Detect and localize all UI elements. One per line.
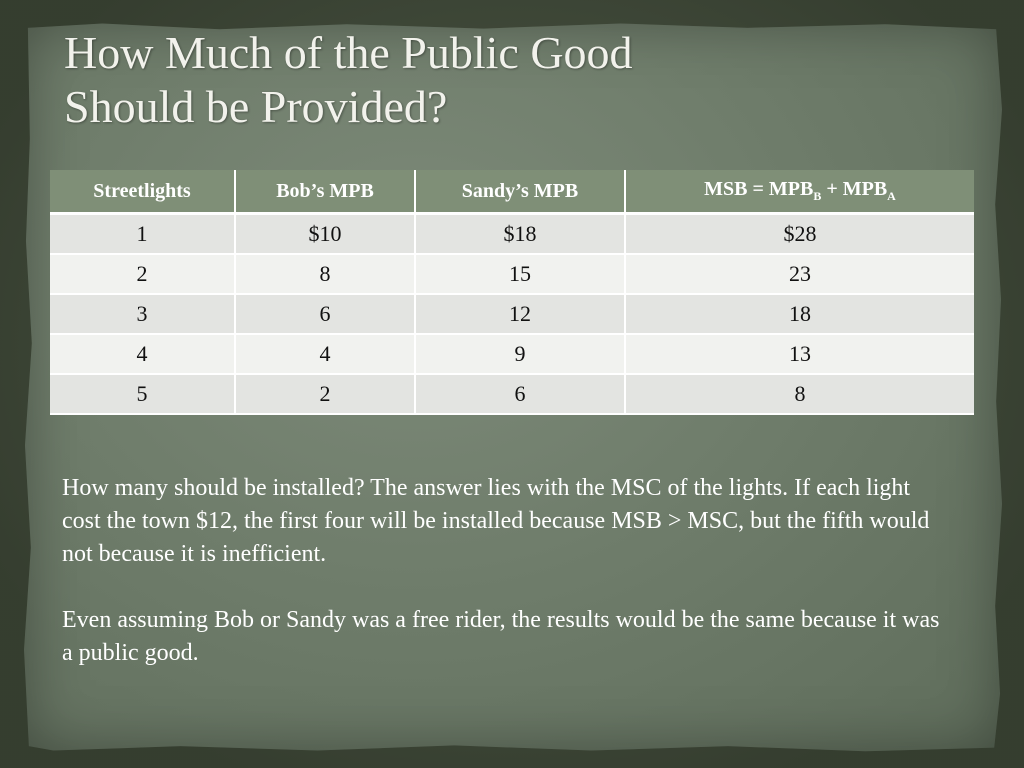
header-msb-main: MSB = MPB: [704, 178, 814, 200]
cell-msb: 18: [625, 293, 974, 335]
paragraph-msc-explanation: How many should be installed? The answer…: [62, 475, 930, 567]
cell-bob-mpb: 2: [235, 373, 416, 415]
cell-sandy-mpb: 9: [415, 333, 626, 375]
cell-streetlights: 2: [50, 253, 236, 295]
cell-sandy-mpb: $18: [415, 213, 626, 255]
cell-msb: 8: [625, 373, 974, 415]
cell-sandy-mpb: 15: [415, 253, 626, 295]
table-row: 5 2 6 8: [50, 373, 974, 415]
cell-bob-mpb: 8: [235, 253, 416, 295]
title-line-2: Should be Provided?: [64, 81, 448, 132]
cell-streetlights: 3: [50, 293, 236, 335]
slide-body: How many should be installed? The answer…: [62, 472, 942, 703]
table-row: 4 4 9 13: [50, 333, 974, 375]
header-msb-sub-a: A: [887, 189, 896, 203]
cell-msb: 13: [625, 333, 974, 375]
table-row: 1 $10 $18 $28: [50, 213, 974, 255]
header-streetlights: Streetlights: [50, 170, 236, 215]
cell-msb: $28: [625, 213, 974, 255]
table-header-row: Streetlights Bob’s MPB Sandy’s MPB MSB =…: [50, 170, 974, 215]
header-msb-mid: + MPB: [821, 178, 888, 200]
cell-bob-mpb: 6: [235, 293, 416, 335]
title-line-1: How Much of the Public Good: [64, 27, 633, 78]
cell-sandy-mpb: 6: [415, 373, 626, 415]
header-sandy-mpb: Sandy’s MPB: [415, 170, 626, 215]
slide-title: How Much of the Public Good Should be Pr…: [64, 26, 964, 134]
cell-sandy-mpb: 12: [415, 293, 626, 335]
cell-bob-mpb: 4: [235, 333, 416, 375]
cell-bob-mpb: $10: [235, 213, 416, 255]
paragraph-free-rider: Even assuming Bob or Sandy was a free ri…: [62, 607, 940, 666]
table-row: 2 8 15 23: [50, 253, 974, 295]
cell-streetlights: 5: [50, 373, 236, 415]
cell-streetlights: 1: [50, 213, 236, 255]
header-msb-sub-b: B: [813, 189, 822, 203]
header-msb: MSB = MPBB + MPBA: [625, 170, 974, 215]
cell-streetlights: 4: [50, 333, 236, 375]
cell-msb: 23: [625, 253, 974, 295]
header-bob-mpb: Bob’s MPB: [235, 170, 416, 215]
table-row: 3 6 12 18: [50, 293, 974, 335]
benefit-table: Streetlights Bob’s MPB Sandy’s MPB MSB =…: [50, 170, 974, 415]
